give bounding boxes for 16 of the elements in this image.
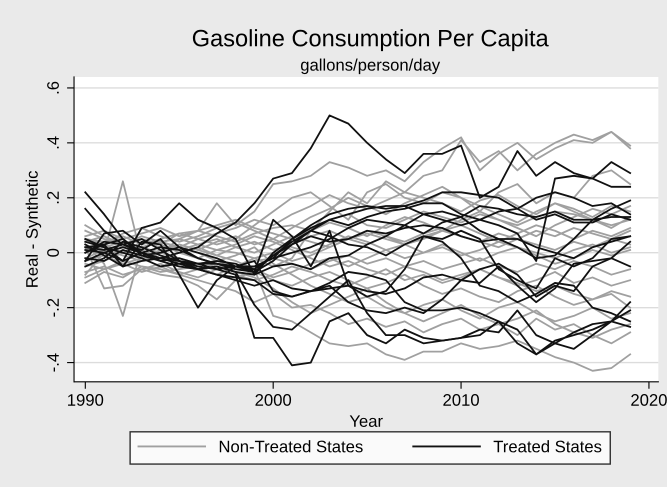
y-tick-label: .2 — [47, 192, 59, 204]
chart-subtitle: gallons/person/day — [300, 58, 440, 74]
x-tick-label: 2010 — [443, 394, 479, 406]
y-tick-label: -.4 — [47, 353, 59, 372]
chart-title: Gasoline Consumption Per Capita — [192, 29, 549, 52]
x-axis-title: Year — [350, 415, 383, 427]
x-tick-label: 1990 — [68, 394, 104, 406]
y-axis-title: Real - Synthetic — [26, 170, 42, 287]
y-tick-label: .6 — [47, 82, 59, 94]
legend-label: Non-Treated States — [220, 440, 363, 452]
legend-label: Treated States — [494, 440, 602, 452]
x-tick-label: 2020 — [631, 394, 667, 406]
y-tick-label: .4 — [47, 136, 59, 148]
y-tick-label: -.2 — [47, 298, 59, 317]
y-tick-label: 0 — [47, 248, 59, 257]
x-tick-label: 2000 — [255, 394, 292, 406]
